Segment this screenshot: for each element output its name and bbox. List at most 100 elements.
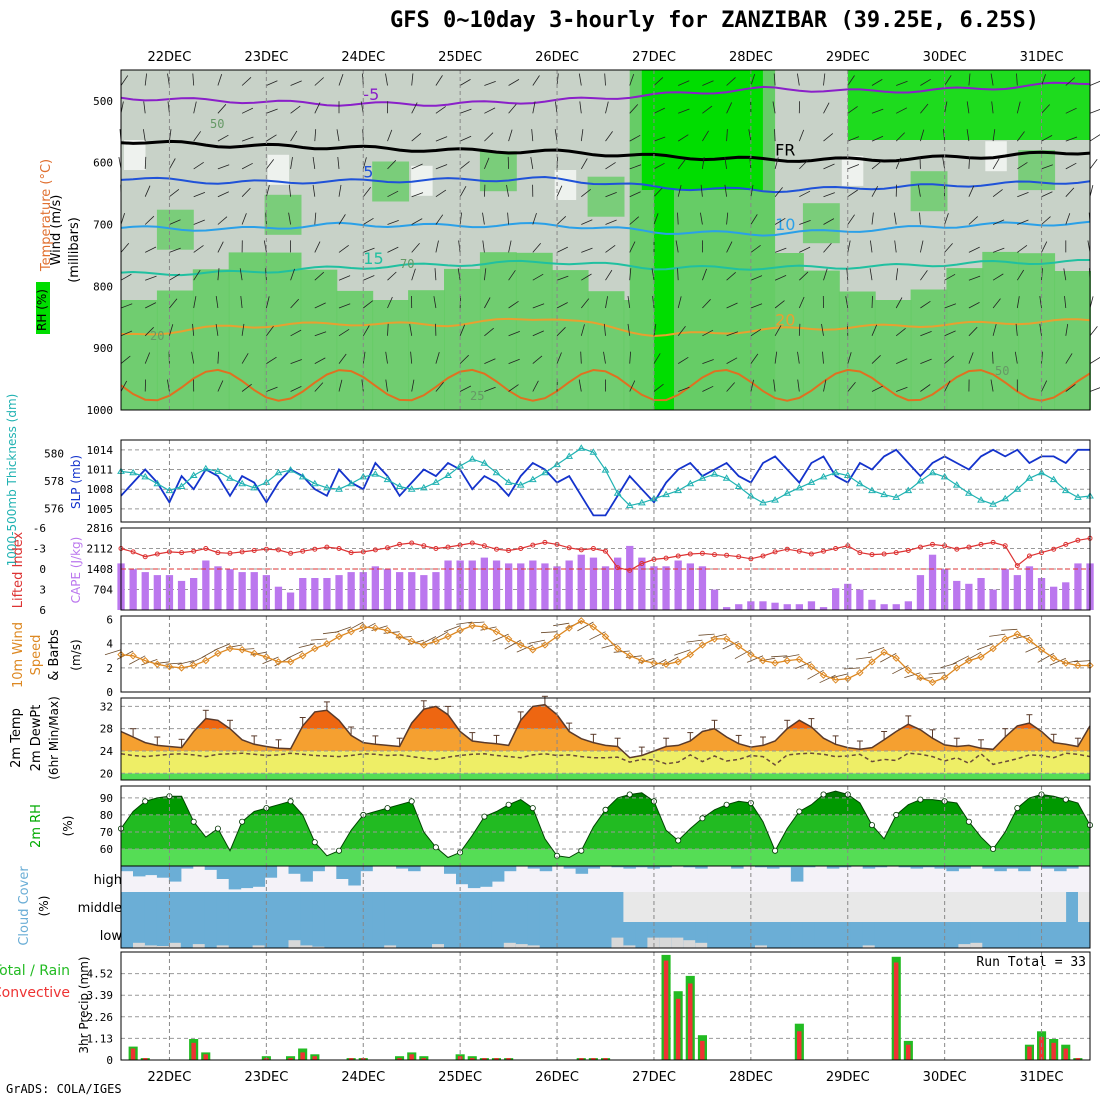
wind-barb	[1016, 269, 1025, 281]
wind-speed-point	[274, 658, 283, 666]
wind-barb	[435, 106, 446, 114]
lifted-index-point	[130, 549, 136, 555]
wind-speed-point	[189, 661, 198, 670]
wind-barb	[653, 323, 657, 336]
wind-barb	[726, 302, 738, 309]
lifted-index-point	[639, 561, 645, 566]
precip-conv-bar	[893, 962, 899, 1060]
cloud-low-clear	[527, 945, 541, 948]
thickness-point	[952, 481, 961, 488]
wind-barb	[992, 298, 1001, 309]
top-date-label: 25DEC	[438, 50, 482, 65]
cloud-high-bar	[396, 866, 409, 869]
precip-conv-bar	[130, 1048, 136, 1060]
wind-barb	[968, 246, 980, 253]
lifted-index-point	[481, 543, 487, 549]
thickness-point	[286, 466, 295, 473]
cloud-low-clear	[144, 945, 158, 948]
cloud-high-bar	[898, 866, 912, 868]
cloud-panel: high middle low Cloud Cover (%)	[17, 866, 1091, 948]
thickness-point	[250, 483, 259, 491]
cloud-middle-bar	[767, 892, 780, 922]
precip-conv-bar	[506, 1058, 511, 1060]
wind-barb	[920, 240, 924, 253]
wind-barb	[871, 385, 883, 392]
wind-speed-point	[747, 650, 755, 659]
cape-bar	[589, 557, 598, 610]
wind-barb	[823, 379, 827, 392]
wind-barb	[459, 161, 470, 170]
wind-barb	[774, 247, 787, 253]
pressure-tick-label: 900	[93, 342, 113, 355]
cloud-middle-bar	[1042, 892, 1055, 922]
wind-barb	[1089, 109, 1100, 114]
wind-barb	[169, 219, 181, 225]
bottom-date-label: 24DEC	[341, 1070, 385, 1085]
thickness-point	[274, 468, 283, 476]
wind-barb	[456, 621, 473, 625]
wind-barb	[895, 297, 903, 309]
precip-tick-label: 0	[106, 1054, 113, 1067]
wind-barb	[504, 639, 521, 650]
cape-bar	[202, 560, 210, 610]
thickness-point	[456, 461, 465, 469]
wind-barb	[698, 633, 715, 636]
thickness-point	[310, 479, 319, 487]
wind-barb	[532, 243, 542, 253]
wind-barb	[193, 101, 197, 114]
rh-point	[384, 805, 391, 812]
cloud-high-bar	[467, 866, 481, 889]
cape-bar	[856, 589, 864, 610]
wind-barb	[556, 352, 562, 364]
wind-barb	[920, 300, 931, 309]
cape-bar	[141, 572, 149, 610]
cloud-low-clear	[432, 944, 445, 948]
cape-bar	[129, 569, 137, 610]
cloud-middle-bar	[575, 892, 589, 922]
cloud-middle-bar	[790, 892, 804, 922]
cloud-low-bar	[862, 922, 876, 948]
wind-barb	[677, 296, 682, 309]
cloud-low-bar	[731, 922, 744, 948]
wind-barb	[363, 275, 375, 281]
rh-point	[335, 847, 342, 854]
wind-speed-point	[226, 644, 234, 653]
rh-moist-cell	[946, 268, 984, 410]
wind-barb	[895, 157, 902, 170]
cloud-high-bar	[695, 866, 708, 869]
cloud-middle-bar	[635, 892, 648, 922]
thickness-point	[541, 468, 549, 476]
wind-barb	[241, 107, 254, 114]
run-total-annotation: Run Total = 33	[976, 955, 1086, 970]
wind-barb	[1089, 387, 1100, 392]
cape-bar	[892, 604, 900, 610]
wind-barb	[241, 213, 247, 225]
wind-barb	[169, 298, 178, 309]
wind-speed-point	[202, 656, 210, 665]
wind-barb	[653, 213, 659, 225]
wind-barb	[167, 101, 170, 114]
chart-title: GFS 0~10day 3-hourly for ZANZIBAR (39.25…	[390, 8, 1040, 33]
wind-barb	[387, 271, 397, 281]
thickness-point	[480, 459, 489, 466]
cape-bar	[832, 588, 840, 610]
wind-barb	[896, 80, 908, 86]
wind-barb	[314, 357, 326, 364]
cloud-high-bar	[300, 866, 313, 882]
rh-point	[965, 818, 972, 825]
cloud-low-bar	[1042, 922, 1055, 948]
wind-barb	[387, 160, 397, 170]
wind-speed-point	[395, 632, 404, 641]
wind-speed-point	[347, 627, 355, 636]
lifted-index-point	[990, 539, 996, 545]
thickness-point	[153, 479, 162, 487]
wind-barb	[677, 326, 686, 337]
rh-moist-cell	[982, 251, 1020, 410]
cape-bar	[1025, 566, 1034, 610]
cape-bar	[541, 563, 549, 610]
wind-barb	[943, 129, 945, 142]
rh-moist-cell	[228, 252, 266, 410]
cloud-middle-bar	[240, 892, 254, 922]
lifted-index-point	[808, 551, 814, 557]
wind-barb	[871, 79, 883, 86]
